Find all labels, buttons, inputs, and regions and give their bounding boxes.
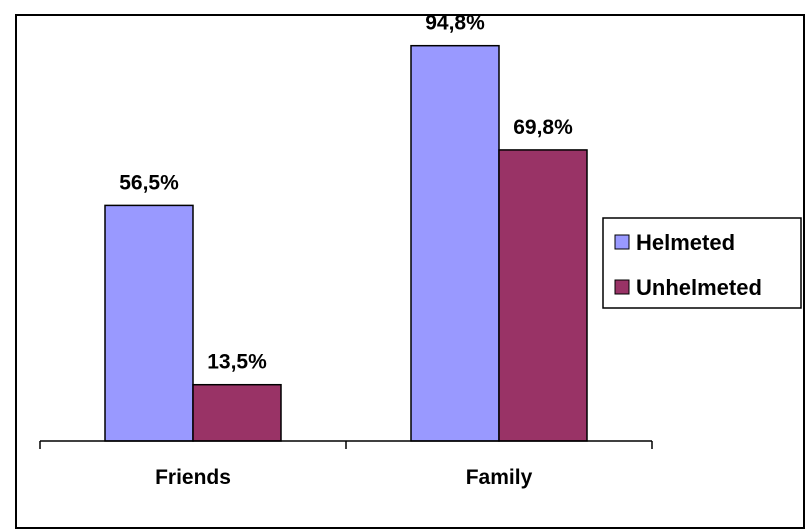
data-label-family-helmeted: 94,8%	[425, 12, 485, 35]
x-axis: Friends Family	[39, 440, 653, 489]
legend-box	[602, 217, 802, 309]
bar-friends-helmeted	[104, 204, 194, 442]
bars-layer	[104, 44, 588, 442]
legend-label-helmeted: Helmeted	[636, 230, 735, 255]
x-tick-label-friends: Friends	[155, 466, 231, 489]
data-label-family-unhelmeted: 69,8%	[513, 116, 573, 139]
legend-label-unhelmeted: Unhelmeted	[636, 275, 762, 300]
legend-swatch-helmeted	[614, 234, 630, 250]
bar-friends-unhelmeted	[192, 383, 282, 442]
data-label-friends-unhelmeted: 13,5%	[207, 351, 267, 374]
data-label-friends-helmeted: 56,5%	[119, 171, 179, 194]
data-labels-layer: 56,5% 13,5% 94,8% 69,8%	[119, 12, 573, 374]
x-tick-label-family: Family	[466, 466, 533, 489]
legend: Helmeted Unhelmeted	[602, 217, 802, 309]
bar-family-unhelmeted	[498, 149, 588, 442]
legend-swatch-unhelmeted	[614, 279, 630, 295]
bar-family-helmeted	[410, 44, 500, 442]
